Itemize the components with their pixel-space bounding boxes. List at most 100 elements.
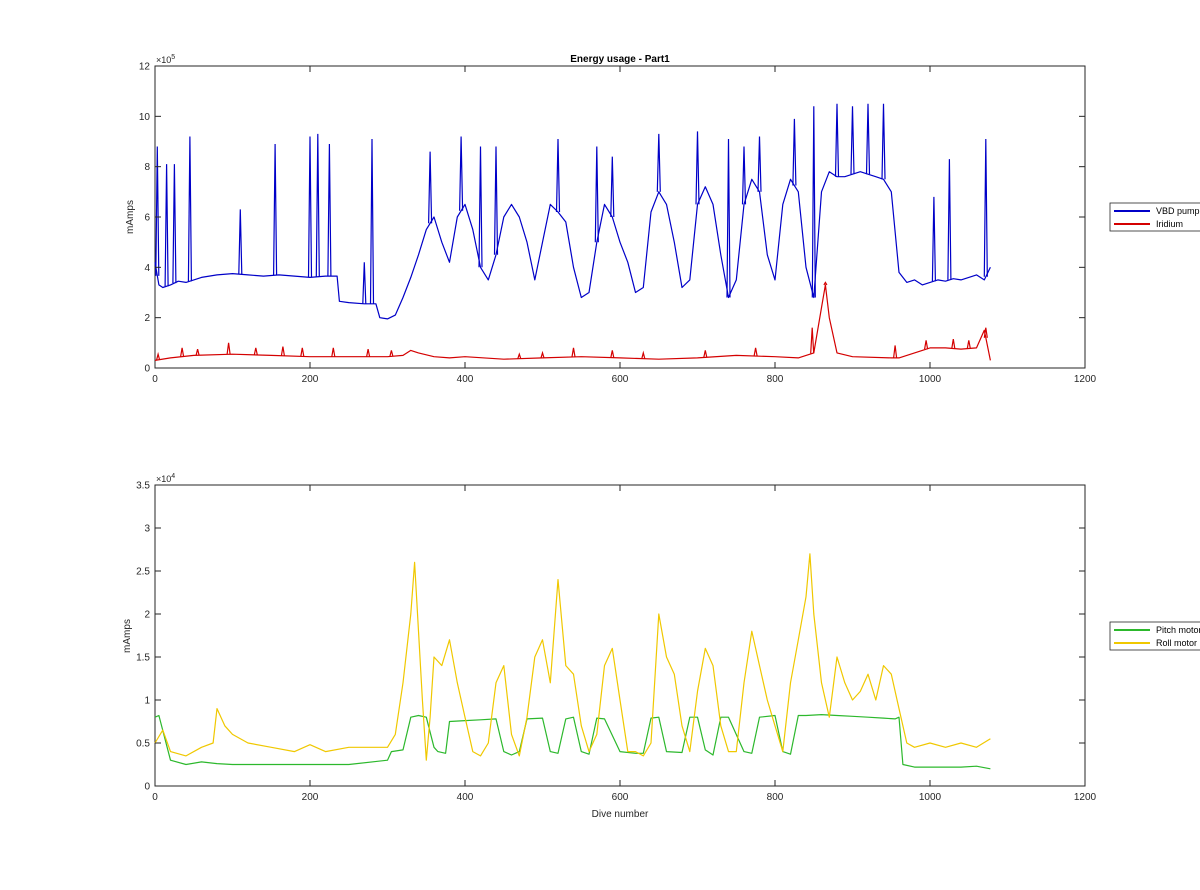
- series-spike-vbd-pump: [656, 133, 661, 192]
- axes-frame: [154, 65, 1086, 369]
- y-tick-label: 3: [144, 524, 150, 535]
- series-spike-iridium: [983, 327, 988, 338]
- series-roll-motor: [154, 553, 991, 761]
- plot-area: [154, 553, 991, 770]
- series-spike-vbd-pump: [369, 138, 375, 304]
- y-exponent-label: ×105: [156, 54, 175, 65]
- y-tick-label: 2: [144, 313, 150, 324]
- x-tick-label: 0: [152, 374, 158, 385]
- x-tick-label: 600: [612, 374, 629, 385]
- series-spike-iridium: [253, 347, 258, 356]
- series-spike-iridium: [641, 350, 646, 359]
- x-tick-label: 400: [457, 792, 474, 803]
- y-axis-label: mAmps: [125, 200, 136, 234]
- series-spike-vbd-pump: [865, 103, 871, 175]
- subplot-energy-vbd-iridium: 0 200 400 600 800 1000 1200 0 2 4 6 8 10 12 Energy us…: [125, 54, 1200, 385]
- series-spike-vbd-pump: [164, 164, 169, 287]
- x-tick-label: 1000: [919, 374, 942, 385]
- series-spike-iridium: [366, 348, 371, 357]
- series-spike-vbd-pump: [428, 151, 433, 224]
- series-spike-iridium: [331, 347, 336, 357]
- series-spike-iridium: [924, 340, 929, 350]
- series-spike-vbd-pump: [478, 146, 483, 268]
- series-line-roll-motor: [154, 553, 991, 761]
- x-axis-label: Dive number: [592, 809, 649, 820]
- series-spike-vbd-pump: [459, 136, 464, 211]
- x-tick-label: 1000: [919, 792, 942, 803]
- y-tick-label: 12: [139, 62, 151, 73]
- y-tick-label: 0.5: [136, 739, 150, 750]
- legend-label-vbd-pump: VBD pump: [1156, 206, 1200, 216]
- series-spike-vbd-pump: [792, 118, 797, 186]
- series-pitch-motor: [154, 713, 991, 770]
- series-spike-vbd-pump: [850, 106, 855, 175]
- series-spike-vbd-pump: [327, 143, 332, 277]
- series-spike-iridium: [517, 352, 522, 359]
- series-spike-iridium: [610, 350, 615, 358]
- x-tick-label: 200: [302, 792, 319, 803]
- series-spike-vbd-pump: [362, 262, 367, 304]
- legend[interactable]: Pitch motor Roll motor: [1109, 621, 1200, 651]
- legend[interactable]: VBD pump Iridium: [1109, 202, 1200, 232]
- y-tick-label: 10: [139, 112, 151, 123]
- series-spike-vbd-pump: [726, 138, 731, 298]
- x-tick-label: 400: [457, 374, 474, 385]
- series-spike-iridium: [280, 346, 285, 356]
- series-spike-vbd-pump: [811, 106, 816, 298]
- plot-area: [154, 103, 991, 361]
- series-spike-iridium: [195, 348, 200, 356]
- series-spike-iridium: [540, 350, 545, 359]
- x-tick-label: 1200: [1074, 374, 1097, 385]
- legend-label-iridium: Iridium: [1156, 219, 1183, 229]
- series-spike-vbd-pump: [757, 136, 762, 192]
- y-axis-label: mAmps: [122, 619, 133, 653]
- series-spike-vbd-pump: [238, 209, 243, 275]
- y-tick-label: 2.5: [136, 567, 150, 578]
- x-tick-label: 800: [767, 374, 784, 385]
- series-spike-iridium: [966, 340, 971, 349]
- series-spike-vbd-pump: [493, 146, 499, 255]
- x-tick-label: 800: [767, 792, 784, 803]
- series-spike-iridium: [823, 281, 828, 286]
- series-spike-vbd-pump: [741, 146, 747, 205]
- series-spike-iridium: [893, 345, 898, 358]
- series-spike-vbd-pump: [594, 146, 599, 243]
- y-tick-label: 3.5: [136, 481, 150, 492]
- series-spike-vbd-pump: [315, 133, 320, 277]
- y-exponent-label: ×104: [156, 473, 175, 484]
- series-spike-vbd-pump: [273, 143, 278, 276]
- series-spike-vbd-pump: [947, 159, 952, 280]
- series-spike-iridium: [226, 342, 231, 355]
- series-line-iridium: [154, 284, 991, 361]
- chart-title: Energy usage - Part1: [570, 54, 670, 65]
- series-spike-iridium: [180, 347, 185, 357]
- series-spike-iridium: [753, 347, 758, 357]
- x-tick-label: 600: [612, 792, 629, 803]
- series-spike-vbd-pump: [610, 156, 615, 218]
- series-spike-iridium: [571, 347, 576, 357]
- series-spike-iridium: [810, 327, 815, 354]
- legend-box: [1109, 621, 1200, 651]
- y-tick-label: 0: [144, 364, 150, 375]
- y-tick-label: 4: [144, 263, 150, 274]
- series-iridium: [154, 281, 991, 361]
- series-spike-vbd-pump: [307, 136, 313, 278]
- x-tick-label: 1200: [1074, 792, 1097, 803]
- y-tick-label: 0: [144, 782, 150, 793]
- series-spike-vbd-pump: [187, 136, 192, 282]
- series-spike-vbd-pump: [931, 196, 936, 282]
- y-tick-label: 1: [144, 696, 150, 707]
- series-spike-iridium: [703, 350, 708, 358]
- legend-box: [1109, 202, 1200, 232]
- y-tick-label: 2: [144, 610, 150, 621]
- series-spike-iridium: [156, 351, 161, 361]
- legend-label-roll-motor: Roll motor: [1156, 638, 1197, 648]
- series-spike-vbd-pump: [881, 103, 886, 180]
- series-spike-vbd-pump: [172, 164, 177, 284]
- y-tick-label: 1.5: [136, 653, 150, 664]
- series-spike-iridium: [951, 339, 956, 349]
- series-spike-vbd-pump: [155, 146, 160, 276]
- series-spike-iridium: [389, 350, 394, 357]
